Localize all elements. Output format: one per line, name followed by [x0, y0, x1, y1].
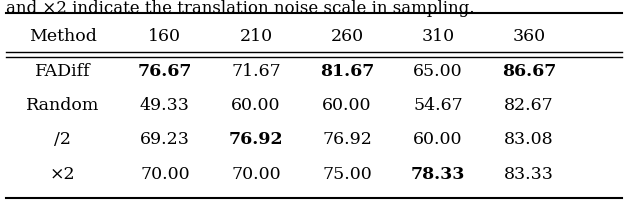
Text: 69.23: 69.23	[140, 131, 190, 149]
Text: 60.00: 60.00	[413, 131, 463, 149]
Text: 49.33: 49.33	[140, 97, 190, 114]
Text: /2: /2	[54, 131, 72, 149]
Text: 260: 260	[330, 28, 364, 45]
Text: 82.67: 82.67	[504, 97, 554, 114]
Text: Random: Random	[26, 97, 99, 114]
Text: 65.00: 65.00	[413, 63, 463, 80]
Text: 76.67: 76.67	[138, 63, 192, 80]
Text: 83.33: 83.33	[504, 165, 554, 183]
Text: 81.67: 81.67	[320, 63, 374, 80]
Text: 360: 360	[512, 28, 546, 45]
Text: 75.00: 75.00	[322, 165, 372, 183]
Text: 310: 310	[421, 28, 455, 45]
Text: 78.33: 78.33	[411, 165, 465, 183]
Text: 70.00: 70.00	[140, 165, 190, 183]
Text: 70.00: 70.00	[231, 165, 281, 183]
Text: Method: Method	[29, 28, 97, 45]
Text: 71.67: 71.67	[231, 63, 281, 80]
Text: 60.00: 60.00	[231, 97, 281, 114]
Text: 86.67: 86.67	[502, 63, 556, 80]
Text: 210: 210	[239, 28, 273, 45]
Text: ×2: ×2	[50, 165, 75, 183]
Text: 160: 160	[148, 28, 181, 45]
Text: 76.92: 76.92	[229, 131, 283, 149]
Text: 60.00: 60.00	[322, 97, 372, 114]
Text: FADiff: FADiff	[35, 63, 90, 80]
Text: 83.08: 83.08	[504, 131, 554, 149]
Text: 76.92: 76.92	[322, 131, 372, 149]
Text: and ×2 indicate the translation noise scale in sampling.: and ×2 indicate the translation noise sc…	[6, 0, 475, 17]
Text: 54.67: 54.67	[413, 97, 463, 114]
